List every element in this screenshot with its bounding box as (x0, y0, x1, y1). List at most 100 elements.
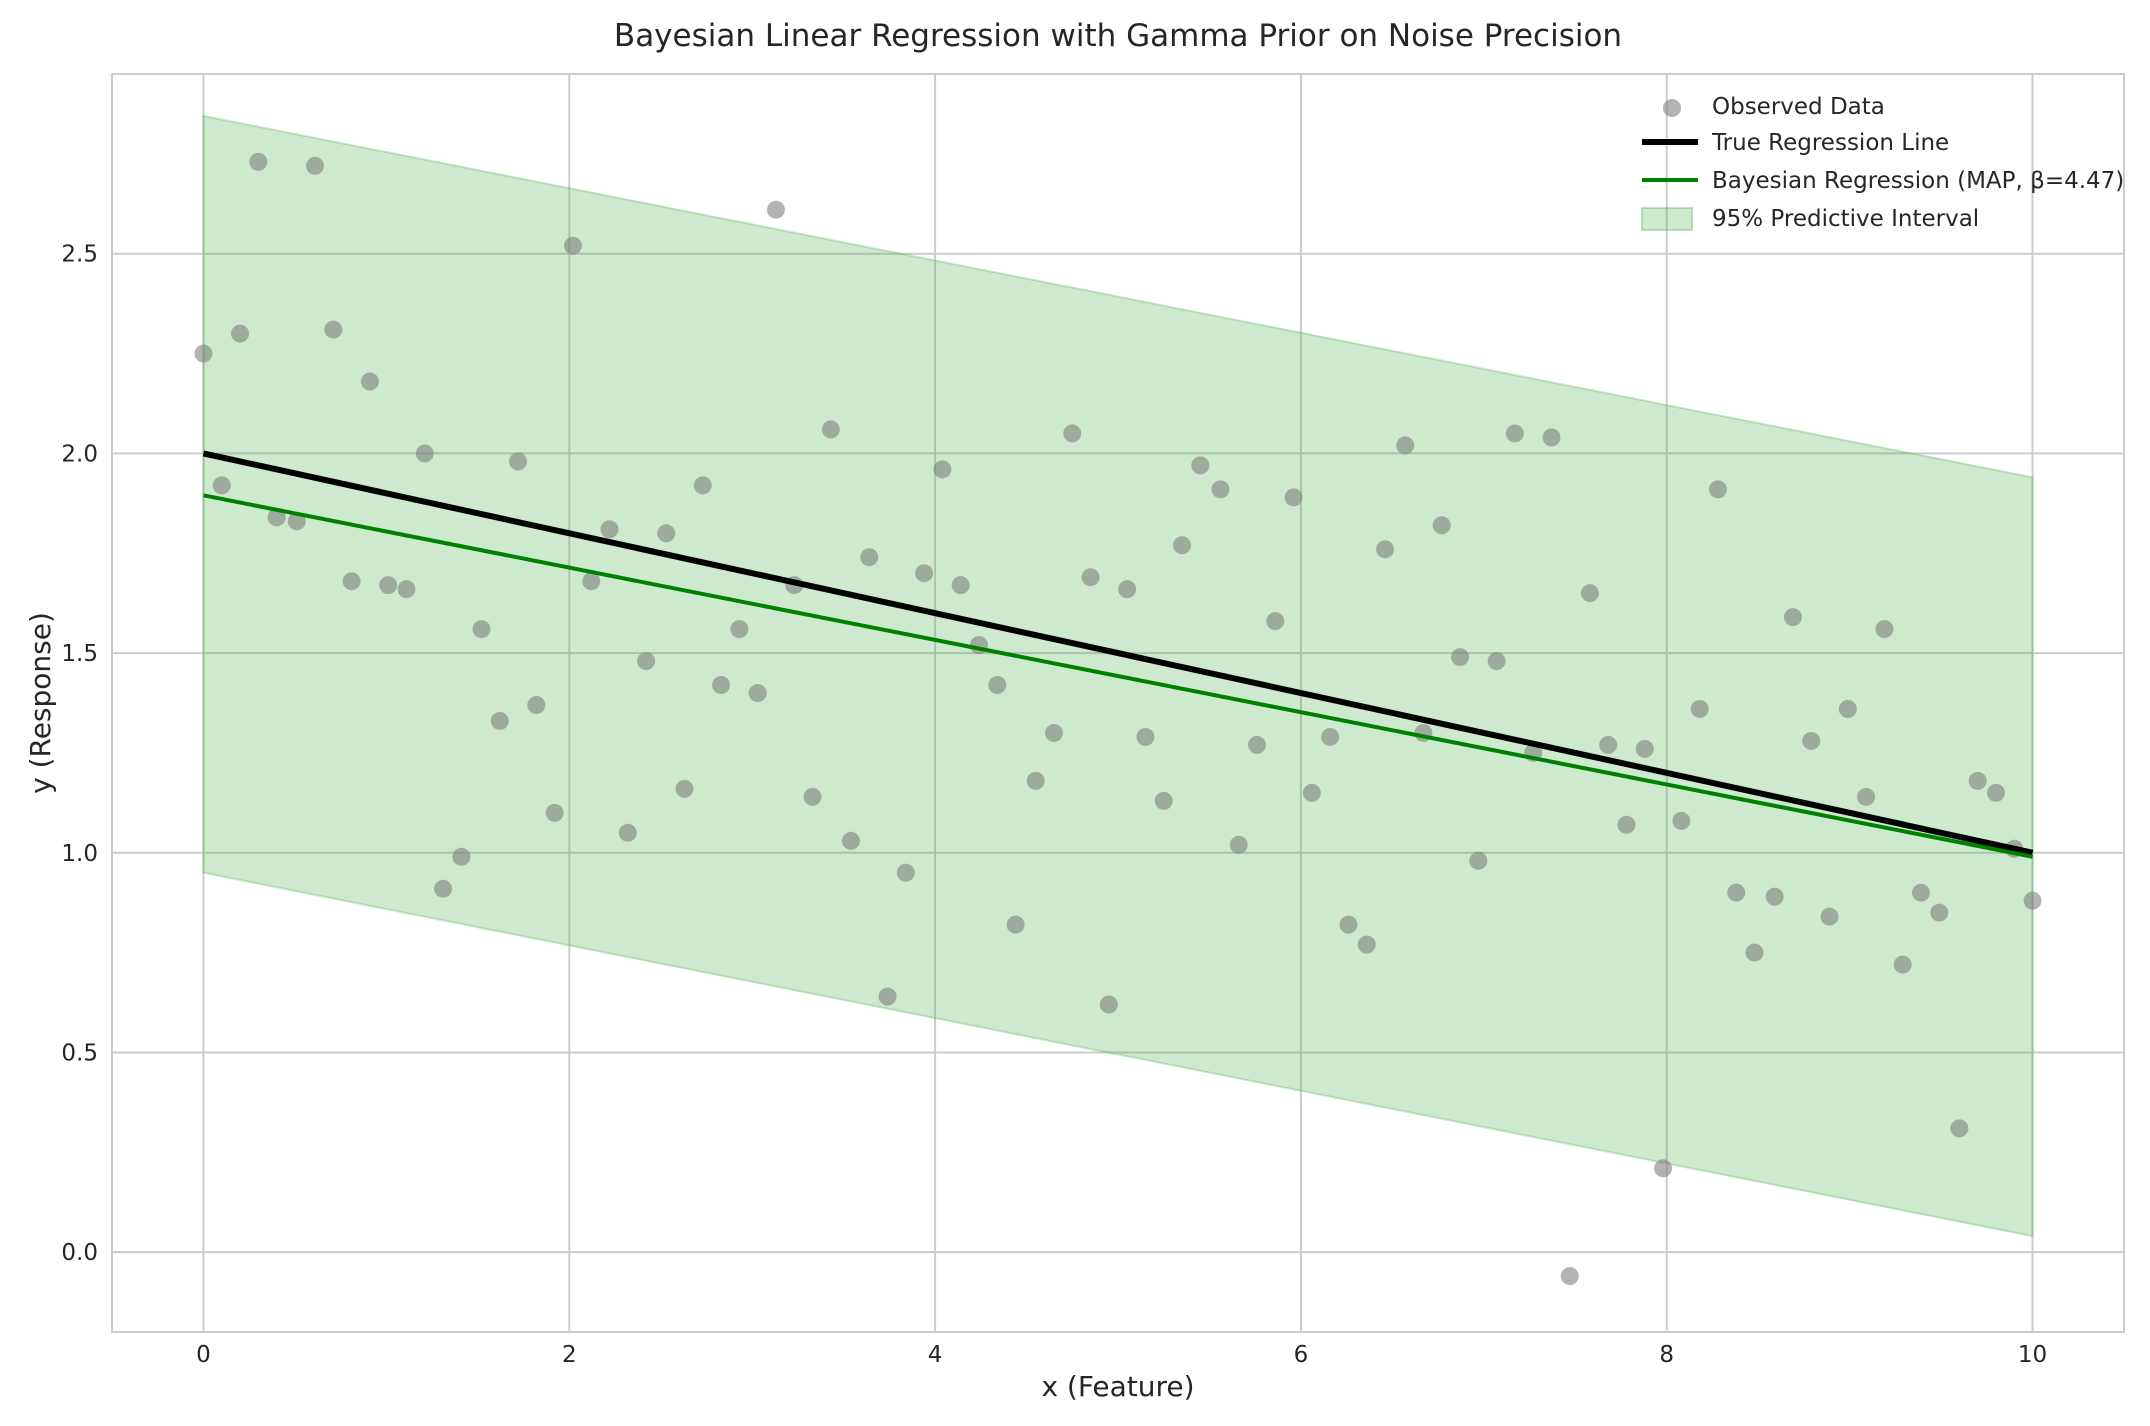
data-point (1893, 955, 1912, 974)
observed-points (194, 152, 2042, 1286)
data-point (1802, 731, 1821, 750)
data-point (600, 520, 619, 539)
x-tick-label: 0 (196, 1342, 211, 1368)
data-point (1063, 424, 1082, 443)
data-point (1099, 995, 1118, 1014)
data-point (1911, 883, 1930, 902)
data-point (878, 987, 897, 1006)
data-point (1432, 516, 1451, 535)
data-point (1727, 883, 1746, 902)
data-point (1875, 620, 1894, 639)
data-point (860, 548, 879, 567)
y-tick-label: 0.0 (61, 1240, 98, 1266)
data-point (306, 156, 325, 175)
data-point (1690, 699, 1709, 718)
data-point (1284, 488, 1303, 507)
data-point (1505, 424, 1524, 443)
data-point (1635, 739, 1654, 758)
data-point (1211, 480, 1230, 499)
data-point (1321, 727, 1340, 746)
data-point (582, 572, 601, 591)
data-point (452, 847, 471, 866)
data-point (1599, 735, 1618, 754)
data-point (1672, 811, 1691, 830)
data-point (1654, 1159, 1673, 1178)
data-point (896, 863, 915, 882)
y-axis-label: y (Response) (24, 612, 57, 794)
data-point (527, 695, 546, 714)
data-point (472, 620, 491, 639)
data-point (1986, 783, 2005, 802)
data-point (1451, 648, 1470, 667)
data-point (509, 452, 528, 471)
data-point (1745, 943, 1764, 962)
data-point (618, 823, 637, 842)
data-point (563, 236, 582, 255)
data-point (379, 576, 398, 595)
data-point (1266, 612, 1285, 631)
data-point (1136, 727, 1155, 746)
data-point (1968, 771, 1987, 790)
data-point (1396, 436, 1415, 455)
data-point (1783, 608, 1802, 627)
legend-scatter-marker (1663, 99, 1681, 117)
data-point (1376, 540, 1395, 559)
legend: Observed Data True Regression Line Bayes… (1641, 94, 2124, 232)
data-point (2023, 891, 2042, 910)
data-point (194, 344, 213, 363)
data-point (1173, 536, 1192, 555)
data-point (748, 684, 767, 703)
legend-label-bayesian-regression: Bayesian Regression (MAP, β=4.47) (1712, 168, 2124, 194)
data-point (1560, 1267, 1579, 1286)
legend-label-predictive-interval: 95% Predictive Interval (1712, 206, 1979, 232)
data-point (1302, 783, 1321, 802)
plot-area (111, 73, 2125, 1333)
data-point (415, 444, 434, 463)
data-point (675, 779, 694, 798)
data-point (1044, 723, 1063, 742)
data-point (249, 152, 268, 171)
x-tick-label: 2 (562, 1342, 577, 1368)
data-point (712, 676, 731, 695)
y-tick-label: 0.5 (61, 1040, 98, 1066)
data-point (1469, 851, 1488, 870)
data-point (657, 524, 676, 543)
data-point (1765, 887, 1784, 906)
data-point (1950, 1119, 1969, 1138)
data-point (951, 576, 970, 595)
data-point (287, 512, 306, 531)
bayesian-map-line (203, 493, 2033, 859)
data-point (212, 476, 231, 495)
x-axis-label: x (Feature) (1041, 1370, 1194, 1403)
data-point (1026, 771, 1045, 790)
legend-label-observed-data: Observed Data (1712, 94, 1885, 120)
data-point (1357, 935, 1376, 954)
tick-labels: 0 2 4 6 8 10 0.0 0.5 1.0 1.5 2.0 2.5 (61, 242, 2047, 1368)
data-point (841, 831, 860, 850)
data-point (1487, 652, 1506, 671)
y-tick-label: 1.0 (61, 841, 98, 867)
regression-lines (202, 450, 2034, 859)
x-tick-label: 4 (928, 1342, 943, 1368)
data-point (1820, 907, 1839, 926)
data-point (821, 420, 840, 439)
data-point (1838, 699, 1857, 718)
data-point (397, 580, 416, 599)
data-point (1339, 915, 1358, 934)
data-point (1248, 735, 1267, 754)
y-tick-label: 2.0 (61, 441, 98, 467)
data-point (933, 460, 952, 479)
y-tick-label: 2.5 (61, 242, 98, 268)
data-point (545, 803, 564, 822)
x-tick-label: 6 (1294, 1342, 1309, 1368)
data-point (1229, 835, 1248, 854)
true-regression-line (202, 450, 2034, 856)
data-point (1191, 456, 1210, 475)
data-point (988, 676, 1007, 695)
data-point (434, 879, 453, 898)
data-point (1542, 428, 1561, 447)
data-point (360, 372, 379, 391)
data-point (1857, 787, 1876, 806)
legend-label-true-regression: True Regression Line (1711, 130, 1949, 156)
